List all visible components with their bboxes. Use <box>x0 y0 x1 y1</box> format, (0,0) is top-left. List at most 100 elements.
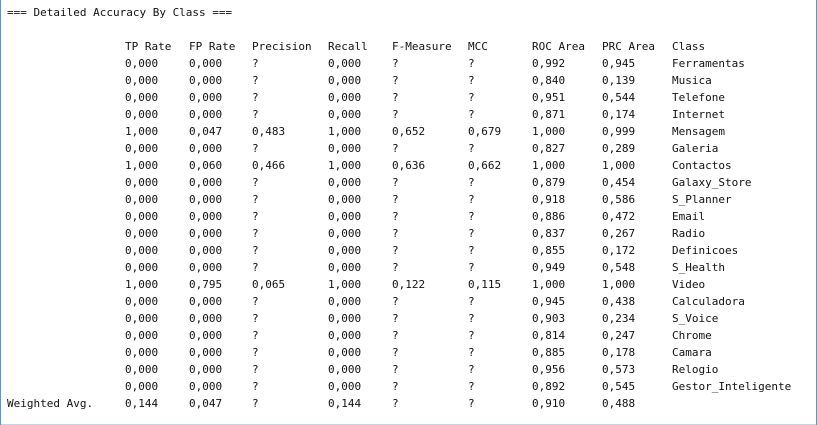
row-label: Weighted Avg. <box>7 397 94 410</box>
table-cell: 1,000 <box>328 278 362 291</box>
class-name: Video <box>672 278 706 291</box>
table-cell: ? <box>468 244 475 257</box>
table-cell: ? <box>392 193 399 206</box>
table-cell: 0,289 <box>602 142 636 155</box>
table-cell: 0,573 <box>602 363 636 376</box>
table-cell: 0,544 <box>602 91 636 104</box>
class-name: Ferramentas <box>672 57 745 70</box>
table-cell: ? <box>252 312 259 325</box>
table-cell: 0,174 <box>602 108 636 121</box>
table-cell: 0,871 <box>532 108 566 121</box>
table-cell: ? <box>392 244 399 257</box>
table-cell: ? <box>252 142 259 155</box>
table-cell: 1,000 <box>532 159 566 172</box>
table-cell: 0,999 <box>602 125 636 138</box>
table-cell: ? <box>468 57 475 70</box>
table-cell: ? <box>252 295 259 308</box>
table-cell: 0,918 <box>532 193 566 206</box>
table-cell: ? <box>252 380 259 393</box>
table-cell: 0,000 <box>328 346 362 359</box>
table-cell: ? <box>468 74 475 87</box>
table-cell: 1,000 <box>532 278 566 291</box>
class-name: Email <box>672 210 706 223</box>
table-cell: ? <box>252 261 259 274</box>
table-cell: 0,438 <box>602 295 636 308</box>
table-cell: 1,000 <box>328 125 362 138</box>
table-cell: 0,454 <box>602 176 636 189</box>
table-cell: 0,586 <box>602 193 636 206</box>
table-cell: 0,545 <box>602 380 636 393</box>
table-cell: 0,910 <box>532 397 566 410</box>
table-cell: 0,827 <box>532 142 566 155</box>
class-name: Camara <box>672 346 712 359</box>
table-cell: ? <box>252 57 259 70</box>
table-cell: 0,000 <box>125 210 159 223</box>
section-heading: === Detailed Accuracy By Class === <box>7 6 233 19</box>
table-cell: 0,267 <box>602 227 636 240</box>
table-cell: 0,000 <box>125 346 159 359</box>
table-cell: 0,000 <box>189 363 223 376</box>
column-header: Recall <box>328 40 368 53</box>
table-cell: 0,047 <box>189 397 223 410</box>
table-cell: 0,945 <box>602 57 636 70</box>
table-cell: 0,000 <box>328 57 362 70</box>
table-cell: ? <box>252 244 259 257</box>
table-cell: ? <box>252 227 259 240</box>
class-name: Mensagem <box>672 125 725 138</box>
table-cell: ? <box>392 363 399 376</box>
column-header: ROC Area <box>532 40 585 53</box>
table-cell: ? <box>468 380 475 393</box>
table-cell: 0,000 <box>189 210 223 223</box>
table-cell: 0,000 <box>328 244 362 257</box>
table-cell: ? <box>468 176 475 189</box>
table-cell: ? <box>468 261 475 274</box>
table-cell: 0,000 <box>125 363 159 376</box>
table-cell: ? <box>392 261 399 274</box>
table-cell: ? <box>468 142 475 155</box>
table-cell: 0,472 <box>602 210 636 223</box>
table-cell: ? <box>468 108 475 121</box>
table-cell: 0,000 <box>328 312 362 325</box>
table-cell: 0,483 <box>252 125 286 138</box>
class-name: S_Planner <box>672 193 732 206</box>
table-cell: 0,000 <box>328 261 362 274</box>
table-cell: 0,000 <box>125 57 159 70</box>
table-cell: 0,000 <box>328 295 362 308</box>
table-cell: 0,636 <box>392 159 426 172</box>
table-cell: ? <box>468 397 475 410</box>
table-cell: 0,679 <box>468 125 502 138</box>
class-name: S_Health <box>672 261 725 274</box>
table-cell: 0,000 <box>125 142 159 155</box>
table-cell: 1,000 <box>125 125 159 138</box>
table-cell: 0,144 <box>125 397 159 410</box>
table-cell: 0,488 <box>602 397 636 410</box>
table-cell: ? <box>252 210 259 223</box>
column-header: F-Measure <box>392 40 452 53</box>
class-name: Relogio <box>672 363 719 376</box>
table-cell: ? <box>252 176 259 189</box>
table-cell: 0,178 <box>602 346 636 359</box>
table-cell: 0,000 <box>125 380 159 393</box>
column-header: MCC <box>468 40 488 53</box>
table-cell: 0,000 <box>189 380 223 393</box>
table-cell: ? <box>468 295 475 308</box>
column-header: Precision <box>252 40 312 53</box>
table-cell: 0,172 <box>602 244 636 257</box>
table-cell: ? <box>468 227 475 240</box>
table-cell: 0,879 <box>532 176 566 189</box>
table-cell: 0,000 <box>125 295 159 308</box>
table-cell: 0,000 <box>189 295 223 308</box>
table-cell: 0,000 <box>328 91 362 104</box>
table-cell: ? <box>392 108 399 121</box>
table-cell: 0,885 <box>532 346 566 359</box>
table-cell: 0,855 <box>532 244 566 257</box>
column-header: PRC Area <box>602 40 655 53</box>
table-cell: 0,000 <box>189 74 223 87</box>
table-cell: 1,000 <box>125 278 159 291</box>
table-cell: ? <box>392 227 399 240</box>
table-cell: 0,000 <box>125 176 159 189</box>
table-cell: 0,000 <box>125 108 159 121</box>
table-cell: ? <box>392 380 399 393</box>
table-cell: ? <box>252 397 259 410</box>
